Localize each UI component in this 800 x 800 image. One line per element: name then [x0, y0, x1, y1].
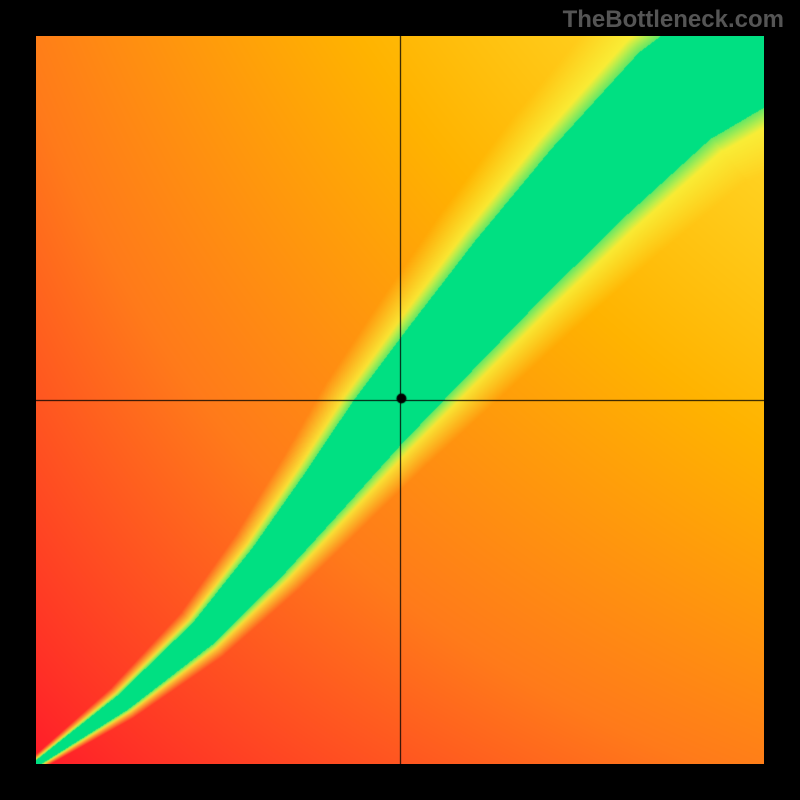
bottleneck-heatmap [36, 36, 764, 764]
watermark-text: TheBottleneck.com [563, 6, 784, 34]
